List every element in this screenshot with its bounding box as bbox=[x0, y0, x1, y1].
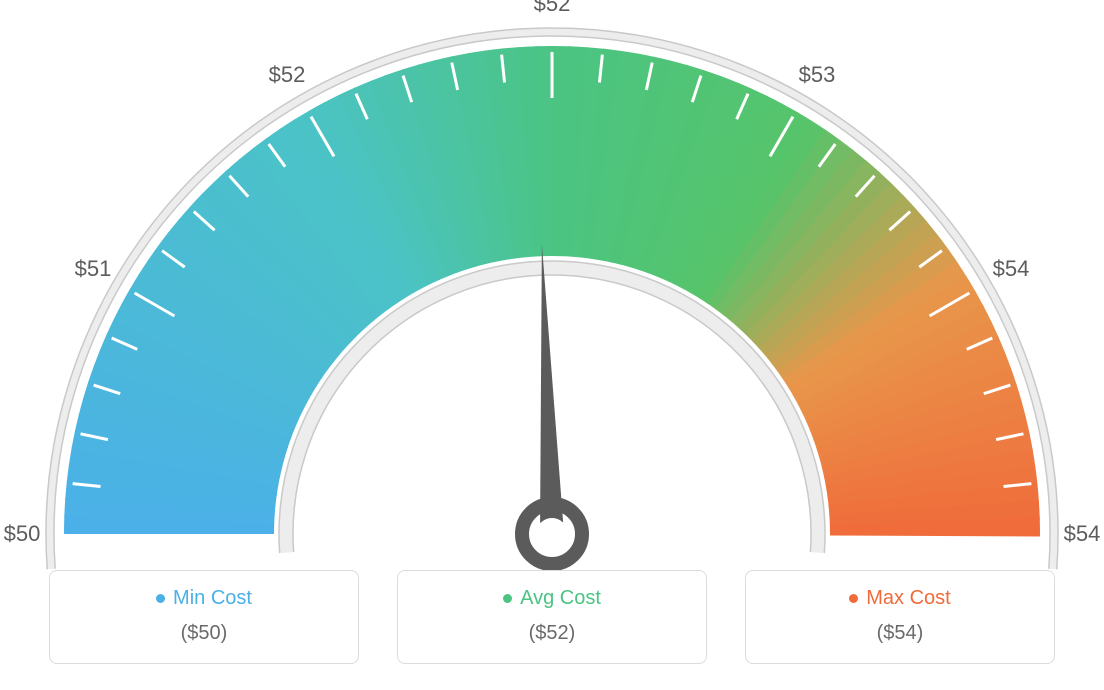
legend-label: Avg Cost bbox=[520, 587, 601, 610]
cost-gauge-chart: $50 $51 $52 $52 $53 $54 $54 bbox=[0, 0, 1104, 570]
legend-label: Min Cost bbox=[173, 587, 252, 610]
legend-title: Min Cost bbox=[156, 587, 252, 610]
gauge-svg bbox=[0, 0, 1104, 570]
legend-row: Min Cost ($50) Avg Cost ($52) Max Cost ($54) bbox=[0, 570, 1104, 664]
gauge-tick-label: $52 bbox=[534, 0, 571, 17]
legend-title: Max Cost bbox=[849, 587, 950, 610]
legend-dot-icon bbox=[849, 594, 858, 603]
gauge-tick-label: $51 bbox=[75, 256, 112, 282]
gauge-tick-label: $54 bbox=[993, 256, 1030, 282]
legend-card: Min Cost ($50) bbox=[49, 570, 359, 664]
legend-dot-icon bbox=[503, 594, 512, 603]
gauge-tick-label: $50 bbox=[4, 521, 41, 547]
legend-card: Max Cost ($54) bbox=[745, 570, 1055, 664]
legend-dot-icon bbox=[156, 594, 165, 603]
legend-value: ($54) bbox=[746, 622, 1054, 645]
legend-title: Avg Cost bbox=[503, 587, 601, 610]
gauge-tick-label: $54 bbox=[1064, 521, 1101, 547]
legend-label: Max Cost bbox=[866, 587, 950, 610]
legend-value: ($50) bbox=[50, 622, 358, 645]
legend-card: Avg Cost ($52) bbox=[397, 570, 707, 664]
gauge-tick-label: $53 bbox=[799, 62, 836, 88]
legend-value: ($52) bbox=[398, 622, 706, 645]
gauge-tick-label: $52 bbox=[269, 62, 306, 88]
